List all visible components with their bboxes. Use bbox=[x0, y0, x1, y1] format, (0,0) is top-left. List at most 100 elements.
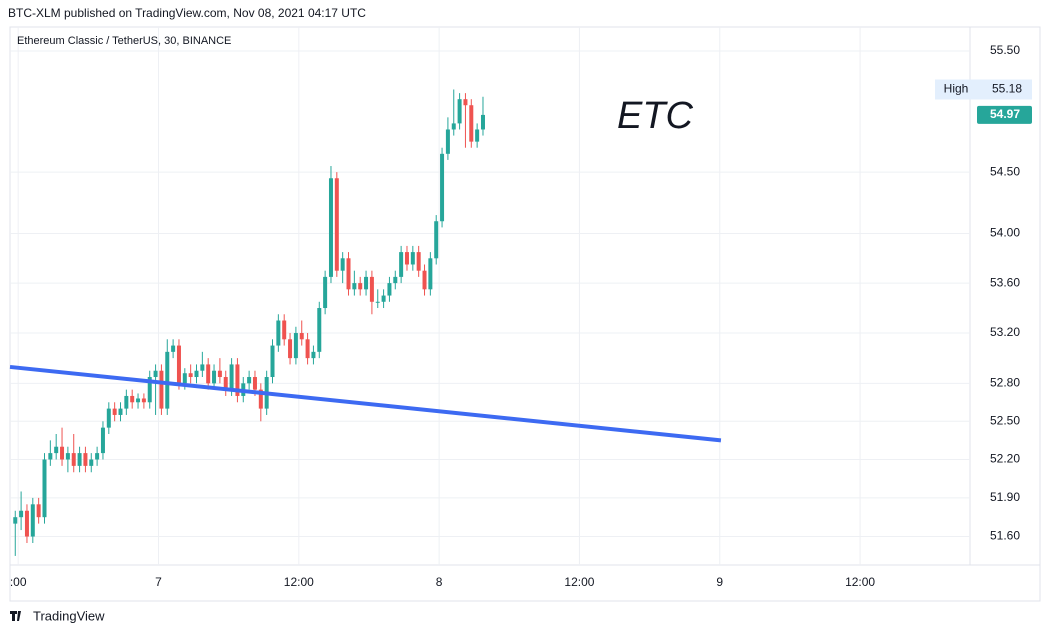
candle-body bbox=[358, 283, 363, 290]
candle-body bbox=[130, 395, 135, 403]
candle-body bbox=[212, 370, 217, 384]
frame bbox=[9, 26, 1041, 602]
x-tick-label: :00 bbox=[10, 575, 27, 589]
y-tick-label: 52.80 bbox=[990, 375, 1020, 389]
footer: TradingView bbox=[33, 608, 105, 623]
candle-body bbox=[282, 320, 287, 340]
y-tick-label: 53.20 bbox=[990, 325, 1020, 339]
candle-body bbox=[334, 178, 339, 271]
candle-body bbox=[258, 389, 263, 409]
candle-body bbox=[19, 510, 24, 518]
plot bbox=[9, 89, 722, 556]
candle-body bbox=[323, 276, 328, 309]
candle-body bbox=[247, 377, 252, 384]
candle-body bbox=[252, 377, 257, 390]
candle-body bbox=[165, 351, 170, 409]
candle-body bbox=[293, 333, 298, 359]
candle-body bbox=[276, 320, 281, 346]
high-value: 55.18 bbox=[992, 82, 1022, 96]
candle-body bbox=[36, 504, 41, 518]
candle-body bbox=[387, 283, 392, 296]
candle-body bbox=[147, 377, 152, 403]
candle-body bbox=[305, 339, 310, 359]
candle-body bbox=[206, 364, 211, 384]
candle-body bbox=[13, 517, 18, 524]
candle-body bbox=[270, 345, 275, 378]
candle-body bbox=[171, 345, 176, 352]
trend-line bbox=[9, 364, 722, 443]
candle-body bbox=[235, 364, 240, 396]
y-tick-label: 55.50 bbox=[990, 43, 1020, 57]
candle-body bbox=[480, 114, 485, 130]
candle-body bbox=[288, 339, 293, 359]
candle-body bbox=[141, 398, 146, 403]
x-tick-label: 12:00 bbox=[564, 575, 594, 589]
candle-body bbox=[83, 453, 88, 466]
candle-body bbox=[445, 129, 450, 154]
candle-body bbox=[328, 178, 333, 277]
candle-body bbox=[30, 504, 35, 537]
candle-body bbox=[352, 283, 357, 290]
candle-body bbox=[77, 453, 82, 466]
candle-body bbox=[71, 453, 76, 466]
candle-body bbox=[54, 446, 59, 454]
candle-body bbox=[118, 408, 123, 415]
candle-body bbox=[346, 258, 351, 290]
candle-body bbox=[229, 364, 234, 390]
candle-body bbox=[364, 276, 369, 290]
candle-body bbox=[194, 370, 199, 378]
candle-body bbox=[106, 408, 111, 428]
candle-body bbox=[159, 370, 164, 409]
candle-body bbox=[136, 398, 141, 403]
x-tick-label: 9 bbox=[716, 575, 723, 589]
candle-body bbox=[469, 105, 474, 142]
candle-body bbox=[48, 453, 53, 460]
candle-body bbox=[65, 453, 70, 460]
candle-body bbox=[451, 123, 456, 130]
candle-body bbox=[299, 333, 304, 340]
candle-body bbox=[369, 276, 374, 302]
candle-body bbox=[95, 453, 100, 460]
x-tick-label: 8 bbox=[436, 575, 443, 589]
y-tick-label: 53.60 bbox=[990, 275, 1020, 289]
y-tick-label: 51.90 bbox=[990, 490, 1020, 504]
candle-body bbox=[475, 129, 480, 142]
candle-body bbox=[416, 252, 421, 271]
candle-body bbox=[340, 258, 345, 271]
y-tick-label: 54.50 bbox=[990, 164, 1020, 178]
candle-body bbox=[153, 370, 158, 378]
last-price-tag bbox=[977, 105, 1032, 124]
candle-body bbox=[375, 301, 380, 303]
y-tick-label: 51.60 bbox=[990, 529, 1020, 543]
candle-body bbox=[176, 345, 181, 384]
candle-body bbox=[404, 252, 409, 265]
candle-body bbox=[410, 252, 415, 265]
candle-body bbox=[440, 153, 445, 222]
candle-body bbox=[182, 373, 187, 384]
candle-body bbox=[42, 459, 47, 518]
candle-body bbox=[124, 395, 129, 409]
candle-body bbox=[381, 295, 386, 302]
last-price-label: 54.97 bbox=[990, 107, 1020, 121]
x-tick-label: 12:00 bbox=[284, 575, 314, 589]
candle-body bbox=[112, 408, 117, 415]
candle-body bbox=[422, 270, 427, 290]
y-tick-label: 54.00 bbox=[990, 226, 1020, 240]
high-label: High bbox=[944, 82, 969, 96]
candle-body bbox=[60, 446, 65, 460]
candle-body bbox=[434, 221, 439, 259]
candle-body bbox=[463, 99, 468, 106]
candle-body bbox=[311, 351, 316, 359]
x-tick-label: 12:00 bbox=[845, 575, 875, 589]
logo-icon bbox=[10, 611, 21, 621]
candle-body bbox=[393, 276, 398, 284]
candle-body bbox=[188, 373, 193, 378]
candle-body bbox=[457, 99, 462, 124]
candle-body bbox=[200, 364, 205, 371]
chart-title: Ethereum Classic / TetherUS, 30, BINANCE bbox=[17, 35, 231, 47]
candle-body bbox=[399, 252, 404, 277]
candle-body bbox=[217, 370, 222, 378]
